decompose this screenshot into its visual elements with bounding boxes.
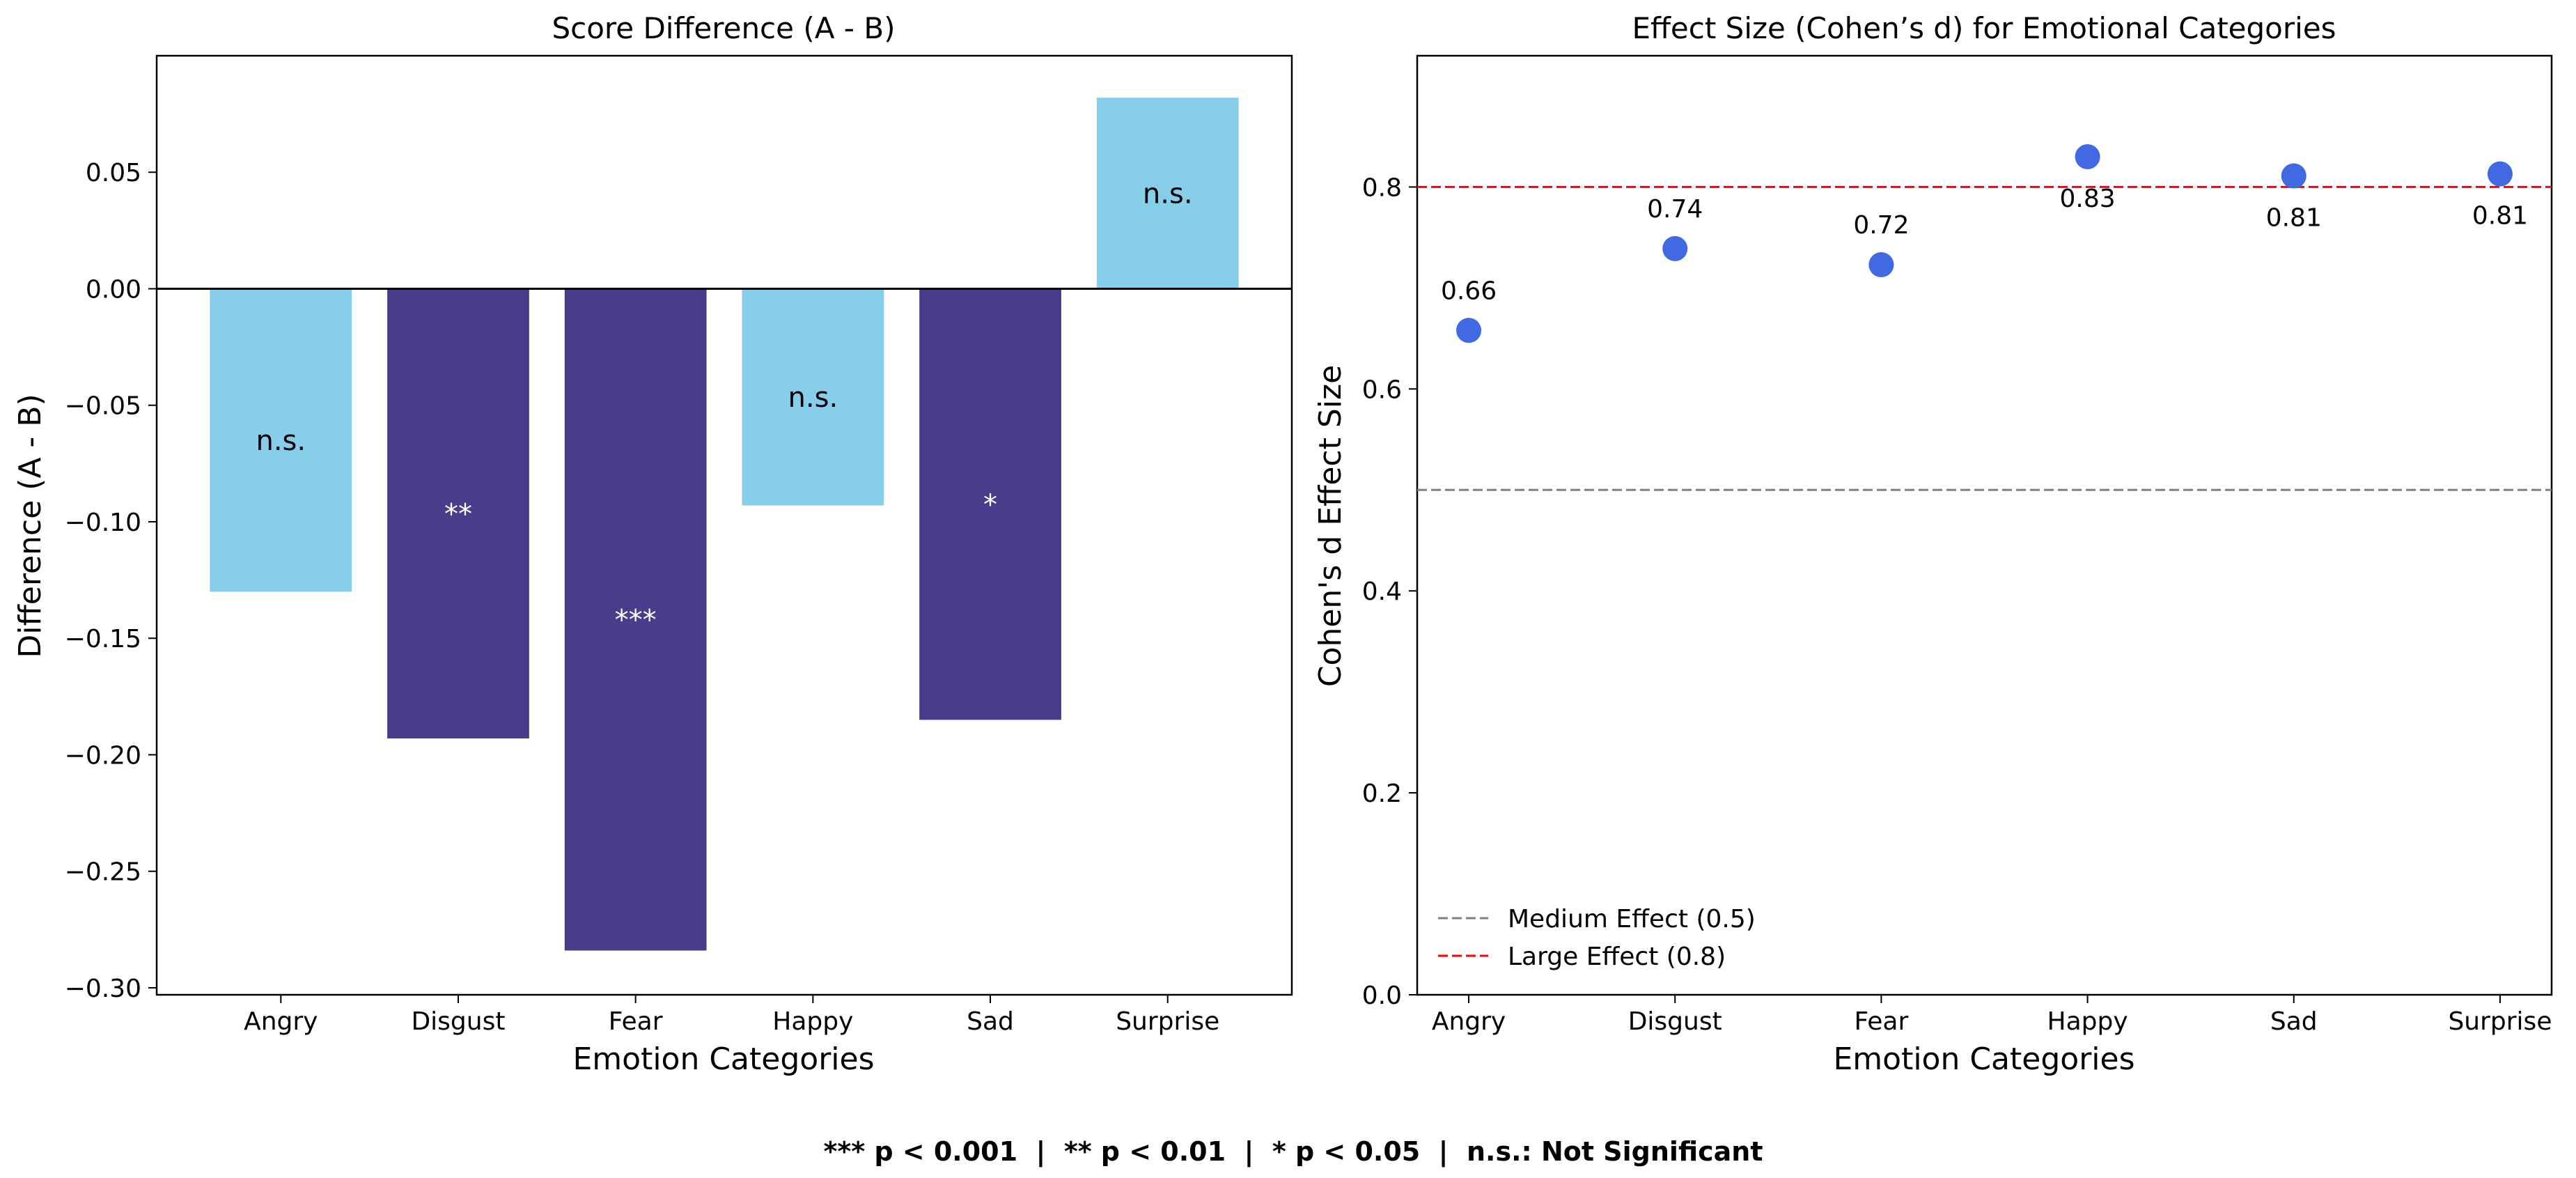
right-chart-title: Effect Size (Cohen’s d) for Emotional Ca… <box>1632 11 2336 45</box>
y-tick-label: 0.05 <box>86 159 141 187</box>
y-tick-label: 0.4 <box>1362 578 1402 606</box>
x-tick-label-surprise: Surprise <box>2448 1007 2552 1036</box>
significance-label-fear: *** <box>615 604 657 636</box>
x-tick-label-fear: Fear <box>1855 1007 1909 1036</box>
value-label-sad: 0.81 <box>2266 203 2322 232</box>
value-label-angry: 0.66 <box>1441 277 1497 305</box>
value-label-disgust: 0.74 <box>1647 195 1703 224</box>
x-tick-label-disgust: Disgust <box>411 1007 505 1036</box>
right-legend: Medium Effect (0.5) Large Effect (0.8) <box>1438 905 1756 971</box>
bar-happy <box>742 288 884 506</box>
x-tick-label-disgust: Disgust <box>1628 1007 1722 1036</box>
right-y-axis-label: Cohen's d Effect Size <box>1313 365 1348 687</box>
significance-label-sad: * <box>983 489 997 521</box>
y-tick-label: −0.30 <box>65 975 141 1003</box>
legend-label-large: Large Effect (0.8) <box>1508 943 1726 971</box>
point-angry <box>1456 318 1482 343</box>
x-tick-label-sad: Sad <box>2270 1007 2318 1036</box>
left-bars <box>157 98 1292 951</box>
x-tick-label-angry: Angry <box>1432 1007 1506 1036</box>
left-chart-title: Score Difference (A - B) <box>552 11 895 45</box>
left-y-axis-label: Difference (A - B) <box>13 394 48 658</box>
point-surprise <box>2487 161 2513 187</box>
point-disgust <box>1662 235 1688 261</box>
right-points <box>1456 144 2513 343</box>
legend-label-medium: Medium Effect (0.5) <box>1508 905 1756 933</box>
value-label-surprise: 0.81 <box>2472 202 2528 231</box>
y-tick-label: 0.8 <box>1362 173 1402 202</box>
bar-surprise <box>1096 98 1239 289</box>
y-tick-label: −0.10 <box>65 509 141 537</box>
y-tick-label: −0.05 <box>65 392 141 421</box>
significance-footnote: *** p < 0.001 | ** p < 0.01 | * p < 0.05… <box>823 1136 1763 1168</box>
left-y-ticks: −0.30 −0.25 −0.20 −0.15 −0.10 −0.05 0.00 0.05 <box>65 159 157 1003</box>
point-fear <box>1868 252 1894 278</box>
point-happy <box>2075 144 2100 169</box>
significance-label-happy: n.s. <box>788 382 838 414</box>
left-plot-area <box>155 54 1293 996</box>
bar-disgust <box>387 288 529 739</box>
effect-size-panel: Effect Size (Cohen’s d) for Emotional Ca… <box>1313 11 2553 1077</box>
value-label-fear: 0.72 <box>1853 211 1909 240</box>
y-tick-label: −0.15 <box>65 625 141 653</box>
significance-label-surprise: n.s. <box>1143 178 1193 210</box>
y-tick-label: −0.20 <box>65 741 141 770</box>
significance-label-disgust: ** <box>444 498 472 530</box>
left-x-ticks: Angry Disgust Fear Happy Sad Surprise <box>244 995 1219 1036</box>
right-plot-area <box>1416 54 2553 996</box>
y-tick-label: 0.6 <box>1362 375 1402 404</box>
y-tick-label: −0.25 <box>65 858 141 887</box>
left-axes-frame <box>155 54 1293 996</box>
x-tick-label-happy: Happy <box>2047 1007 2128 1036</box>
x-tick-label-sad: Sad <box>967 1007 1014 1036</box>
significance-label-angry: n.s. <box>256 425 306 457</box>
right-reference-lines <box>1417 185 2552 491</box>
right-y-ticks: 0.0 0.2 0.4 0.6 0.8 <box>1362 173 1417 1010</box>
y-tick-label: 0.0 <box>1362 982 1402 1010</box>
value-label-happy: 0.83 <box>2060 185 2116 213</box>
y-tick-label: 0.2 <box>1362 780 1402 808</box>
left-x-axis-label: Emotion Categories <box>572 1041 874 1077</box>
point-sad <box>2281 163 2306 189</box>
x-tick-label-happy: Happy <box>772 1007 853 1036</box>
score-difference-panel: Score Difference (A - B) n.s.*****n.s.*n… <box>13 11 1293 1077</box>
bar-fear <box>564 288 707 951</box>
left-significance-labels: n.s.*****n.s.*n.s. <box>256 178 1192 636</box>
right-x-ticks: Angry Disgust Fear Happy Sad Surprise <box>1432 995 2552 1036</box>
right-x-axis-label: Emotion Categories <box>1833 1041 2134 1077</box>
right-point-labels: 0.66 0.74 0.72 0.83 0.81 0.81 <box>1441 185 2528 305</box>
bar-angry <box>210 288 352 592</box>
x-tick-label-surprise: Surprise <box>1116 1007 1219 1036</box>
x-tick-label-fear: Fear <box>609 1007 663 1036</box>
y-tick-label: 0.00 <box>86 275 141 304</box>
x-tick-label-angry: Angry <box>244 1007 318 1036</box>
bar-sad <box>919 288 1061 720</box>
right-axes-frame <box>1416 54 2553 996</box>
